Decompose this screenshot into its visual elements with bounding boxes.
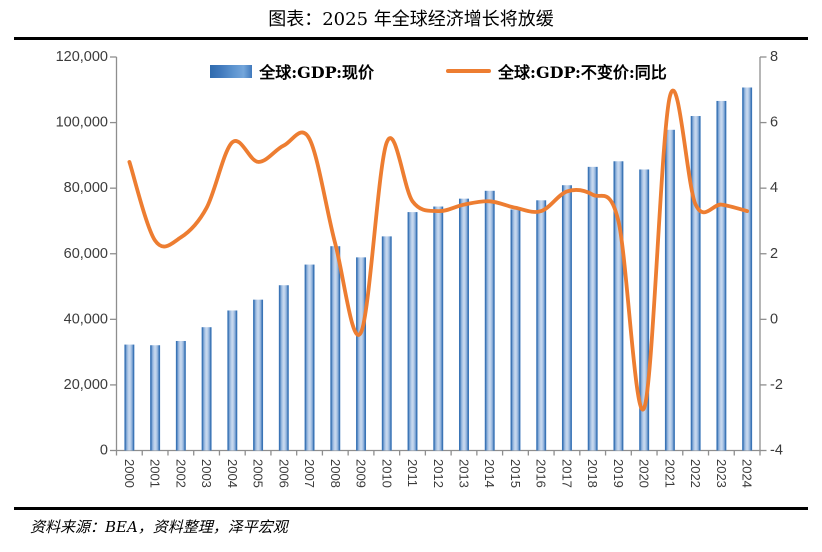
bar-2004 (227, 310, 238, 451)
x-axis-label-2011: 2011 (405, 459, 420, 487)
legend-item-gdp-current: 全球:GDP:现价 (210, 59, 374, 83)
bar-2010 (381, 236, 392, 451)
bar-2015 (510, 209, 521, 451)
x-axis-label-2020: 2020 (637, 459, 652, 488)
bar-2024 (742, 87, 753, 451)
bar-2006 (278, 285, 289, 451)
bar-2017 (561, 185, 572, 451)
x-axis-label-2010: 2010 (379, 459, 394, 488)
bar-2011 (407, 212, 418, 451)
left-axis-tick-label: 0 (100, 443, 108, 459)
chart-title: 图表：2025 年全球经济增长将放缓 (268, 9, 554, 30)
x-axis-label-2024: 2024 (740, 459, 755, 488)
x-axis-label-2003: 2003 (199, 459, 214, 488)
top-rule (14, 37, 808, 40)
line-series-swatch-icon (446, 69, 492, 73)
x-axis-label-2000: 2000 (122, 459, 137, 488)
x-axis-label-2019: 2019 (611, 459, 626, 488)
left-axis-tick-label: 120,000 (56, 49, 108, 65)
x-axis-label-2009: 2009 (354, 459, 369, 488)
x-axis-label-2001: 2001 (148, 459, 163, 488)
x-axis-label-2002: 2002 (173, 459, 188, 488)
x-axis-label-2004: 2004 (225, 459, 240, 488)
right-axis-tick-label: 2 (770, 246, 778, 262)
bar-2022 (690, 116, 701, 451)
x-axis-label-2016: 2016 (534, 459, 549, 488)
bar-2018 (587, 166, 598, 451)
left-axis-tick-label: 100,000 (56, 115, 108, 131)
x-axis-label-2005: 2005 (251, 459, 266, 488)
left-axis-tick-label: 80,000 (64, 180, 108, 196)
bar-2023 (716, 100, 727, 451)
bar-2012 (433, 206, 444, 451)
x-axis-label-2015: 2015 (508, 459, 523, 488)
legend-label-gdp-current: 全球:GDP:现价 (259, 63, 375, 82)
x-axis-label-2022: 2022 (688, 459, 703, 488)
left-axis-tick-label: 60,000 (64, 246, 108, 262)
x-axis-label-2008: 2008 (328, 459, 343, 488)
x-axis-label-2023: 2023 (714, 459, 729, 488)
gdp-growth-line (127, 88, 749, 412)
bar-2007 (304, 264, 315, 451)
source-note: 资料来源：BEA，资料整理，泽平宏观 (30, 518, 288, 536)
bar-2021 (664, 129, 675, 451)
left-axis-tick-label: 20,000 (64, 377, 108, 393)
left-axis-tick-label: 40,000 (64, 311, 108, 327)
right-axis-tick-label: 4 (770, 180, 778, 196)
bar-2003 (201, 327, 212, 451)
x-axis-label-2017: 2017 (559, 459, 574, 488)
bar-2016 (536, 200, 547, 451)
x-axis-label-2021: 2021 (662, 459, 677, 488)
bar-2020 (639, 169, 650, 451)
chart-legend: 全球:GDP:现价 全球:GDP:不变价:同比 (116, 59, 761, 83)
right-axis-tick-label: 8 (770, 49, 778, 65)
bar-2013 (458, 198, 469, 451)
right-axis-tick-label: 0 (770, 311, 778, 327)
right-axis-tick-label: 6 (770, 115, 778, 131)
bar-2014 (484, 190, 495, 451)
bar-2005 (253, 299, 264, 451)
right-axis-tick-label: -2 (770, 377, 783, 393)
x-axis-label-2013: 2013 (456, 459, 471, 488)
right-axis-tick-label: -4 (770, 443, 783, 459)
bar-2002 (175, 340, 186, 451)
bar-2008 (330, 246, 341, 451)
bar-2019 (613, 161, 624, 451)
bar-2009 (356, 257, 367, 451)
x-axis-label-2006: 2006 (276, 459, 291, 488)
bottom-rule (14, 507, 808, 510)
legend-label-gdp-growth: 全球:GDP:不变价:同比 (498, 63, 667, 82)
x-axis-label-2018: 2018 (585, 459, 600, 488)
x-axis-label-2007: 2007 (302, 459, 317, 488)
x-axis-label-2012: 2012 (431, 459, 446, 488)
x-axis-label-2014: 2014 (482, 459, 497, 488)
legend-item-gdp-growth: 全球:GDP:不变价:同比 (446, 59, 667, 83)
bar-series-swatch-icon (210, 64, 253, 78)
bar-2001 (150, 345, 161, 451)
bar-2000 (124, 344, 135, 451)
